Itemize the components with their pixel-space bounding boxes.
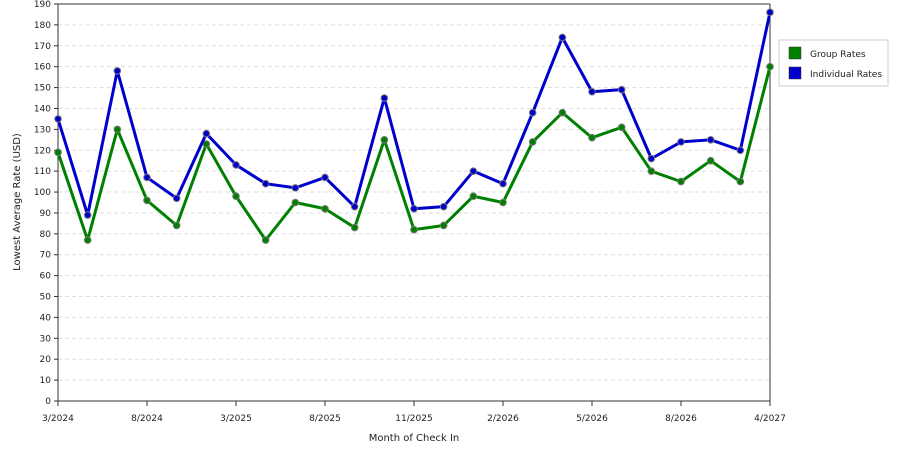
data-point-group-rates	[499, 198, 507, 207]
y-tick-label: 120	[34, 146, 51, 156]
data-point-individual-rates	[350, 202, 359, 211]
data-point-individual-rates	[321, 173, 329, 182]
data-point-group-rates	[261, 236, 270, 244]
x-tick-label: 8/2026	[665, 414, 697, 424]
x-tick-label: 4/2027	[754, 414, 786, 424]
data-point-group-rates	[558, 108, 567, 117]
y-tick-label: 90	[40, 209, 52, 219]
y-tick-label: 40	[40, 313, 52, 323]
data-point-individual-rates	[172, 194, 181, 203]
data-point-group-rates	[410, 225, 418, 234]
y-tick-label: 80	[40, 230, 52, 240]
legend: Group Rates Individual Rates	[778, 39, 889, 87]
legend-label-individual-rates: Individual Rates	[810, 70, 882, 80]
data-point-group-rates	[232, 192, 240, 201]
data-point-individual-rates	[232, 161, 240, 169]
data-point-individual-rates	[588, 87, 596, 96]
y-tick-label: 50	[40, 293, 52, 303]
series-line-individual-rates	[56, 12, 772, 217]
x-tick-label: 2/2026	[487, 414, 519, 424]
y-tick-label: 140	[34, 104, 51, 114]
data-point-group-rates	[321, 204, 329, 213]
data-point-individual-rates	[54, 115, 62, 123]
data-point-group-rates	[380, 136, 389, 144]
legend-swatch-group-rates	[788, 46, 802, 60]
data-point-group-rates	[83, 236, 92, 244]
y-tick-label: 30	[40, 334, 52, 344]
x-axis-title: Month of Check In	[369, 433, 460, 444]
y-tick-label: 160	[34, 63, 51, 73]
data-point-individual-rates	[143, 173, 151, 182]
data-point-individual-rates	[291, 184, 300, 192]
axes	[57, 3, 771, 402]
data-point-individual-rates	[766, 8, 774, 17]
data-point-individual-rates	[736, 146, 745, 155]
x-tick-label: 5/2026	[576, 414, 608, 424]
data-point-individual-rates	[499, 179, 507, 188]
data-point-group-rates	[291, 198, 300, 207]
data-point-group-rates	[439, 221, 448, 230]
data-point-group-rates	[350, 223, 359, 232]
y-tick-label: 190	[34, 0, 51, 10]
data-point-group-rates	[172, 221, 181, 230]
data-point-individual-rates	[647, 154, 656, 163]
data-point-individual-rates	[410, 204, 418, 213]
data-point-individual-rates	[706, 136, 715, 144]
y-tick-label: 20	[40, 355, 52, 365]
x-tick-label: 3/2025	[220, 414, 252, 424]
y-tick-label: 0	[45, 397, 51, 407]
data-point-group-rates	[113, 125, 122, 134]
series-lines	[54, 8, 774, 244]
y-tick-label: 110	[34, 167, 51, 177]
data-point-individual-rates	[380, 94, 389, 102]
data-point-group-rates	[706, 156, 715, 165]
x-tick-label: 11/2025	[395, 414, 432, 424]
x-tick-label: 3/2024	[42, 414, 74, 424]
y-axis-ticks: 0 10 20 30 40 50 60 70 80 90 100 110 120 130 140 150 160…	[34, 0, 58, 407]
data-point-group-rates	[647, 167, 656, 175]
data-point-individual-rates	[439, 202, 448, 211]
x-tick-label: 8/2024	[131, 414, 163, 424]
data-point-group-rates	[588, 133, 596, 142]
data-point-group-rates	[143, 196, 151, 205]
data-point-individual-rates	[261, 179, 270, 188]
y-tick-label: 170	[34, 42, 51, 52]
x-axis-ticks: 3/2024 8/2024 3/2025 8/2025 11/2025 2/2026 5/2…	[42, 401, 786, 424]
y-tick-label: 60	[40, 272, 52, 282]
x-tick-label: 8/2025	[309, 414, 341, 424]
y-tick-label: 100	[34, 188, 51, 198]
y-tick-label: 70	[40, 251, 52, 261]
data-point-group-rates	[677, 177, 685, 186]
data-point-group-rates	[736, 177, 745, 186]
y-tick-label: 130	[34, 125, 51, 135]
data-point-individual-rates	[677, 138, 685, 146]
data-point-group-rates	[54, 148, 62, 157]
y-axis-title: Lowest Average Rate (USD)	[12, 133, 23, 271]
grid-lines	[58, 3, 770, 381]
data-point-individual-rates	[528, 108, 537, 117]
data-point-group-rates	[469, 192, 478, 201]
data-point-individual-rates	[558, 33, 567, 42]
data-point-individual-rates	[617, 85, 626, 94]
data-point-group-rates	[528, 138, 537, 146]
data-point-individual-rates	[83, 211, 92, 219]
y-tick-label: 10	[40, 376, 52, 386]
data-point-group-rates	[766, 62, 774, 71]
data-point-individual-rates	[469, 167, 478, 175]
y-tick-label: 150	[34, 84, 51, 94]
data-point-individual-rates	[113, 67, 122, 75]
data-point-group-rates	[617, 123, 626, 132]
data-point-individual-rates	[202, 129, 211, 138]
legend-label-group-rates: Group Rates	[810, 50, 866, 60]
legend-swatch-individual-rates	[788, 66, 802, 80]
y-tick-label: 180	[34, 21, 51, 31]
